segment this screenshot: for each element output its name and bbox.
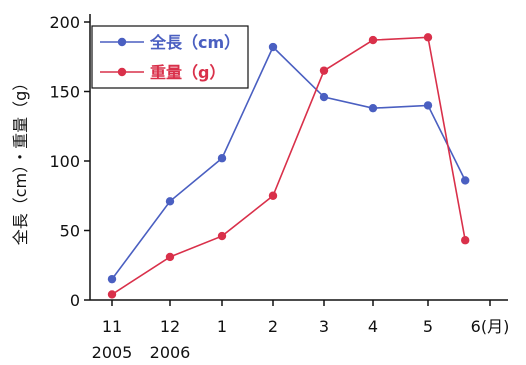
data-point bbox=[165, 197, 175, 206]
legend-label: 全長（cm） bbox=[149, 33, 240, 52]
y-tick-label: 0 bbox=[70, 291, 80, 310]
data-point bbox=[107, 290, 117, 299]
series-line bbox=[111, 45, 466, 280]
x-axis-ticks: 11 12 1 2 3 4 5 6(月)2005 2006 bbox=[92, 300, 510, 362]
year-label: 2006 bbox=[150, 343, 191, 362]
legend-marker bbox=[117, 67, 127, 77]
data-point bbox=[319, 92, 329, 102]
x-tick-label: 5 bbox=[423, 317, 433, 336]
data-point bbox=[423, 33, 433, 42]
legend-box bbox=[91, 25, 249, 89]
legend-label: 重量（g） bbox=[150, 63, 225, 82]
data-point bbox=[107, 274, 117, 284]
y-axis-title: 全長（cm）・重量（g） bbox=[11, 75, 30, 246]
data-point bbox=[368, 103, 378, 113]
series-layer bbox=[107, 33, 470, 299]
data-point bbox=[368, 35, 378, 45]
year-label: 2005 bbox=[92, 343, 133, 362]
data-point bbox=[165, 252, 175, 262]
y-tick-label: 150 bbox=[49, 83, 80, 102]
y-tick-label: 50 bbox=[60, 222, 80, 241]
x-tick-label: 1 bbox=[217, 317, 227, 336]
series-1 bbox=[107, 33, 470, 299]
x-tick-label: 2 bbox=[268, 317, 278, 336]
data-point bbox=[217, 231, 227, 241]
x-tick-label: 6(月) bbox=[471, 317, 510, 336]
y-tick-label: 200 bbox=[49, 13, 80, 32]
data-point bbox=[268, 191, 278, 200]
y-axis-ticks: 0 50 100 150 200 bbox=[49, 13, 90, 310]
data-point bbox=[268, 42, 278, 52]
legend-marker bbox=[117, 37, 127, 47]
x-tick-label: 3 bbox=[319, 317, 329, 336]
series-line bbox=[111, 36, 466, 296]
x-tick-label: 11 bbox=[102, 317, 122, 336]
data-point bbox=[217, 154, 227, 163]
legend: 全長（cm） 重量（g） bbox=[91, 25, 249, 89]
data-point bbox=[461, 236, 470, 245]
x-tick-label: 4 bbox=[368, 317, 378, 336]
data-point bbox=[319, 66, 329, 75]
data-point bbox=[461, 176, 470, 185]
y-tick-label: 100 bbox=[49, 152, 80, 171]
data-point bbox=[423, 101, 433, 110]
axes bbox=[89, 14, 508, 301]
series-0 bbox=[107, 42, 470, 284]
x-tick-label: 12 bbox=[160, 317, 180, 336]
